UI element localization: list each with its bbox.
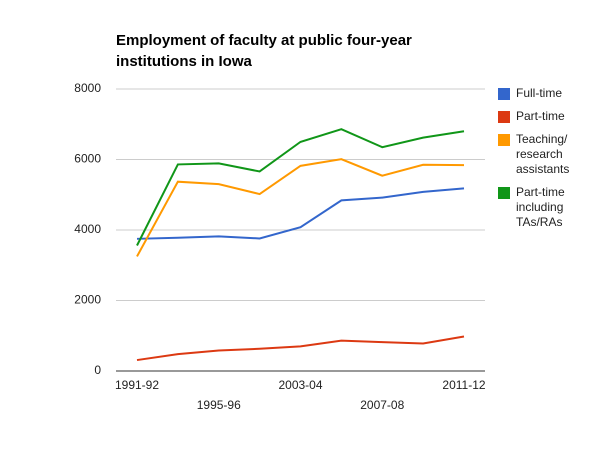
chart-title: Employment of faculty at public four-yea… [116, 32, 412, 70]
x-tick-label: 1991-92 [115, 378, 159, 392]
y-tick-label: 2000 [74, 293, 101, 307]
x-tick-label: 1995-96 [197, 398, 241, 412]
legend-swatch [498, 88, 510, 100]
series-line [136, 128, 465, 246]
legend-swatch [498, 187, 510, 199]
legend-item: Part-time [498, 109, 593, 124]
series-line [136, 187, 465, 240]
legend: Full-time Part-time Teaching/ research ass… [498, 86, 593, 238]
legend-label: Part-time including TAs/RAs [516, 185, 565, 229]
legend-label: Full-time [516, 86, 563, 100]
legend-item: Part-time including TAs/RAs [498, 185, 593, 230]
legend-item: Teaching/ research assistants [498, 132, 593, 177]
x-tick-label: 2011-12 [442, 378, 485, 392]
y-tick-label: 0 [94, 363, 101, 377]
legend-swatch [498, 134, 510, 146]
y-tick-label: 4000 [74, 222, 101, 236]
legend-label: Teaching/ research assistants [516, 132, 570, 176]
y-tick-label: 8000 [74, 81, 101, 95]
legend-swatch [498, 111, 510, 123]
legend-item: Full-time [498, 86, 593, 101]
series-line [136, 335, 465, 362]
legend-label: Part-time [516, 109, 565, 123]
x-tick-label: 2003-04 [278, 378, 322, 392]
y-tick-label: 6000 [74, 152, 101, 166]
x-tick-label: 2007-08 [360, 398, 404, 412]
series-line [136, 158, 465, 257]
